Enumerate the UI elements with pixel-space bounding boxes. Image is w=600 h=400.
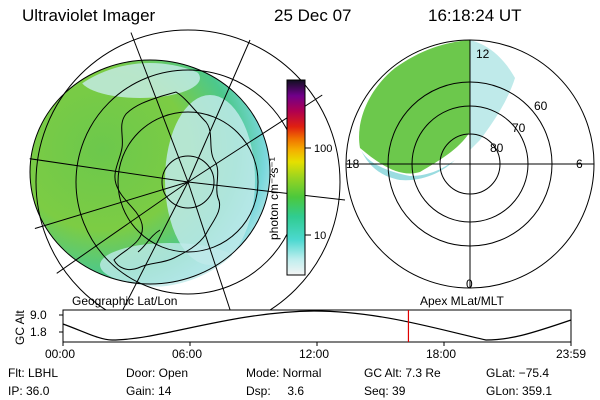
filter-info: Flt: LBHL xyxy=(8,366,59,380)
seq-info: Seq: 39 xyxy=(364,384,406,398)
polar-grid xyxy=(345,39,595,289)
mlt-label-12: 12 xyxy=(476,47,490,61)
orbit-xtick-2359: 23:59 xyxy=(556,347,587,361)
gc-alt-info: GC Alt: 7.3 Re xyxy=(364,366,441,380)
mlt-label-6: 6 xyxy=(576,157,583,171)
door-info: Door: Open xyxy=(126,366,189,380)
altitude-curve xyxy=(62,310,572,341)
colorbar-unit: photon cm⁻²s⁻¹ xyxy=(267,157,281,240)
limb-glow xyxy=(165,95,255,265)
auroral-edge xyxy=(470,40,515,150)
orbit-xtick-1200: 12:00 xyxy=(299,347,330,361)
colorbar: 100 10 photon cm⁻²s⁻¹ xyxy=(267,79,332,276)
coast-detail xyxy=(137,229,161,253)
apex-label: Apex MLat/MLT xyxy=(420,294,504,308)
dsp-info: Dsp: 3.6 xyxy=(246,384,305,398)
colorbar-gradient xyxy=(286,79,306,276)
lat-label-60: 60 xyxy=(534,99,548,113)
continent-outline xyxy=(113,91,220,271)
geographic-label: Geographic Lat/Lon xyxy=(72,294,178,308)
mlt-label-18: 18 xyxy=(346,157,360,171)
glon-info: GLon: 359.1 xyxy=(486,384,553,398)
orbit-xtick-0000: 00:00 xyxy=(45,347,76,361)
orbit-plot: GC Alt 9.0 1.8 xyxy=(13,308,572,346)
orbit-xtick-1800: 18:00 xyxy=(426,347,457,361)
time-label: 16:18:24 UT xyxy=(428,6,522,25)
polar-plot: 12 18 6 0 60 70 80 xyxy=(345,39,595,291)
colorbar-label-100: 100 xyxy=(314,143,332,155)
gain-info: Gain: 14 xyxy=(126,384,172,398)
mode-info: Mode: Normal xyxy=(246,366,322,380)
orbit-xtick-0600: 06:00 xyxy=(172,347,203,361)
orbit-ytick-label-1-8: 1.8 xyxy=(30,325,47,339)
instrument-title: Ultraviolet Imager xyxy=(22,6,156,25)
lat-label-70: 70 xyxy=(512,121,526,135)
orbit-ylabel: GC Alt xyxy=(13,310,27,345)
disk-limb xyxy=(29,59,271,285)
colorbar-label-10: 10 xyxy=(314,230,326,242)
date-label: 25 Dec 07 xyxy=(274,6,352,25)
orbit-xticks xyxy=(62,342,572,346)
mlt-label-0: 0 xyxy=(466,277,473,291)
lat-label-80: 80 xyxy=(490,141,504,155)
auroral-oval xyxy=(359,40,470,174)
orbit-ytick-label-9: 9.0 xyxy=(30,308,47,322)
ip-info: IP: 36.0 xyxy=(8,384,50,398)
glat-info: GLat: −75.4 xyxy=(486,366,550,380)
auroral-fringe xyxy=(360,148,455,181)
